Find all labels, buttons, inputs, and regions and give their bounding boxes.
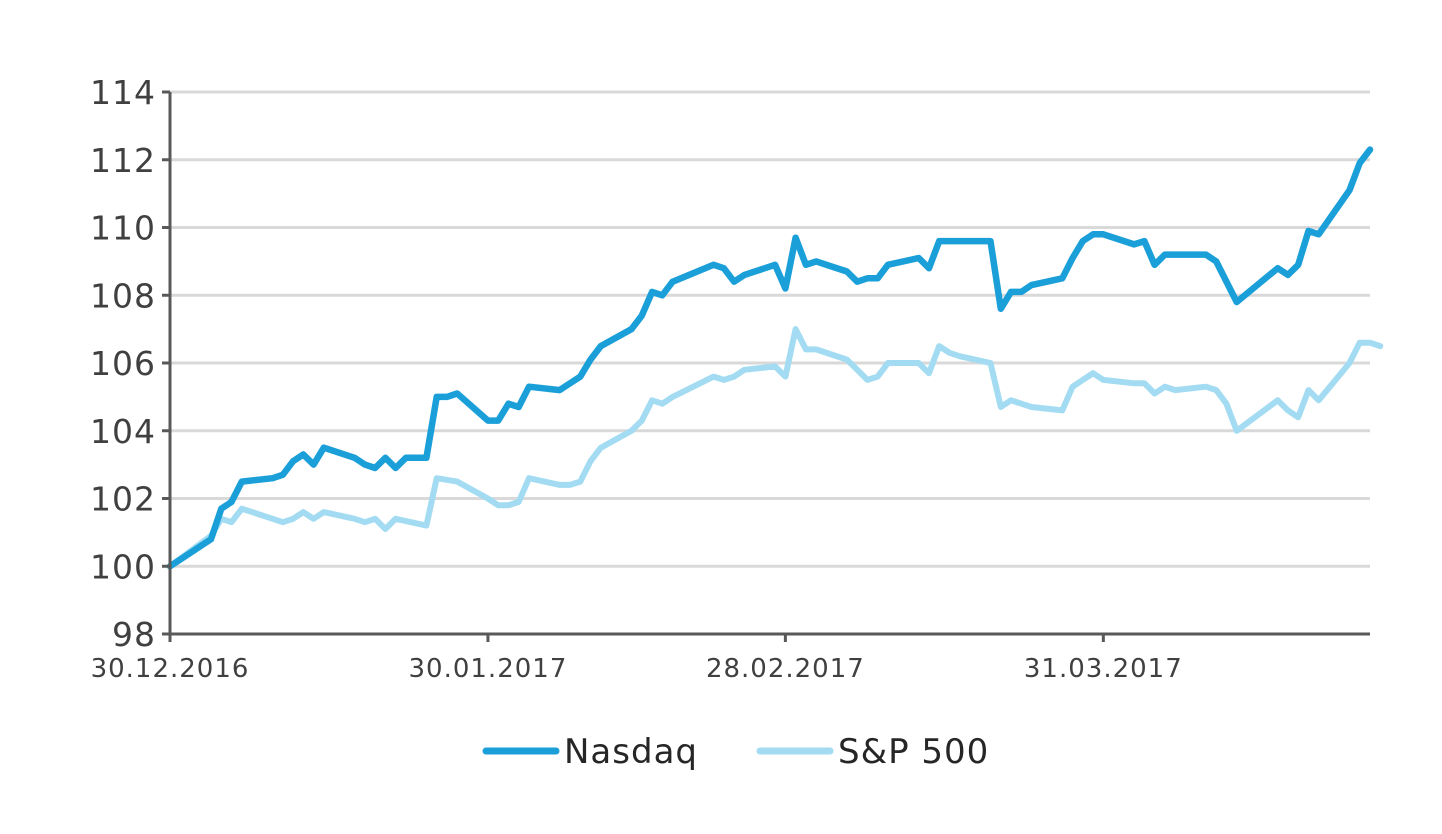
x-axis-ticks: 30.12.2016 30.01.2017 28.02.2017 31.03.2017 bbox=[91, 654, 1183, 684]
y-tick-label: 100 bbox=[90, 547, 156, 586]
series-line-nasdaq bbox=[166, 146, 1374, 570]
y-tick-label: 104 bbox=[90, 412, 156, 451]
y-axis-ticks: 98 100 102 104 106 108 110 112 114 bbox=[90, 73, 156, 654]
x-tick-label: 31.03.2017 bbox=[1024, 654, 1183, 684]
x-tick-label: 30.01.2017 bbox=[409, 654, 568, 684]
series-lines bbox=[166, 146, 1384, 570]
y-tick-label: 108 bbox=[90, 276, 156, 315]
series-line-s-p-500 bbox=[167, 326, 1384, 570]
x-tick-label: 30.12.2016 bbox=[91, 654, 250, 684]
y-tick-label: 112 bbox=[90, 141, 156, 180]
y-tick-label: 102 bbox=[90, 480, 156, 519]
axes bbox=[162, 90, 1370, 642]
legend: Nasdaq S&P 500 bbox=[482, 732, 989, 772]
y-tick-label: 114 bbox=[90, 73, 156, 112]
legend-label-nasdaq: Nasdaq bbox=[564, 732, 698, 772]
y-tick-label: 110 bbox=[90, 209, 156, 248]
y-tick-label: 106 bbox=[90, 344, 156, 383]
y-tick-label: 98 bbox=[112, 615, 156, 654]
gridlines bbox=[170, 90, 1370, 568]
x-tick-label: 28.02.2017 bbox=[706, 654, 865, 684]
legend-label-s-p-500: S&P 500 bbox=[838, 732, 989, 772]
